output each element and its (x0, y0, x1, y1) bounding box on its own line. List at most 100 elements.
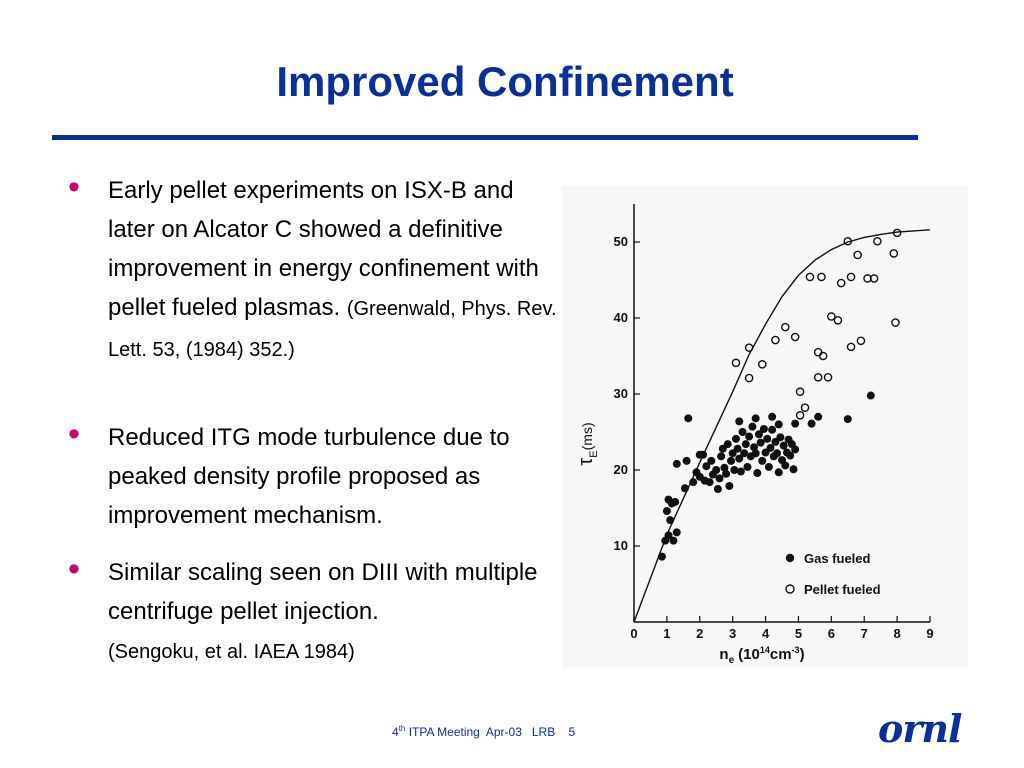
gas-fueled-point (705, 478, 714, 487)
gas-fueled-point (774, 468, 783, 477)
gas-fueled-point (725, 481, 734, 490)
pellet-fueled-point (818, 351, 828, 361)
footer-meeting-text: ITPA Meeting Apr-03 LRB 5 (405, 725, 576, 739)
gas-fueled-point (807, 419, 816, 428)
ornl-logo: ornl (878, 706, 962, 751)
x-tick-label: 1 (663, 626, 670, 641)
gas-fueled-point (671, 497, 680, 506)
pellet-fueled-point (795, 410, 805, 420)
gas-fueled-point (743, 462, 752, 471)
gas-fueled-point (730, 466, 739, 474)
gas-fueled-point (702, 462, 711, 471)
bullet-text: Similar scaling seen on DIII with multip… (108, 559, 538, 625)
gas-fueled-point (713, 485, 722, 493)
gas-fueled-point (786, 451, 795, 460)
bullet-item: • Reduced ITG mode turbulence due to pea… (68, 415, 558, 535)
y-tick-label: 40 (614, 310, 628, 325)
pellet-fueled-point (856, 336, 866, 346)
footer-meeting-number: 4 (392, 725, 399, 739)
pellet-fueled-point (744, 373, 754, 383)
pellet-fueled-point (790, 332, 800, 342)
pellet-fueled-point (817, 272, 826, 282)
pellet-fueled-point (833, 315, 843, 325)
gas-fueled-point (866, 391, 875, 400)
fit-curve (633, 229, 931, 623)
gas-fueled-point (764, 462, 773, 471)
pellet-fueled-point (892, 228, 902, 238)
x-tick-label: 8 (893, 626, 900, 641)
title-divider (52, 135, 918, 140)
gas-fueled-point (768, 412, 777, 421)
gas-fueled-point (727, 456, 736, 465)
pellet-fueled-point (823, 372, 833, 382)
gas-fueled-point (776, 433, 785, 442)
gas-fueled-point (781, 461, 790, 470)
bullet-reference: (Sengoku, et al. IAEA 1984) (108, 641, 355, 663)
gas-fueled-point (738, 428, 747, 436)
pellet-fueled-point (805, 272, 815, 282)
gas-fueled-point (720, 463, 729, 472)
pellet-fueled-point (843, 236, 853, 246)
gas-fueled-point (731, 434, 740, 443)
legend-marker-pellet (785, 584, 795, 594)
gas-fueled-point (664, 531, 673, 540)
gas-fueled-point (759, 424, 768, 433)
bullet-text: Early pellet experiments on ISX-B and la… (108, 177, 539, 321)
gas-fueled-point (791, 419, 800, 428)
gas-fueled-point (695, 450, 704, 459)
bullet-item: • Early pellet experiments on ISX-B and … (68, 168, 558, 370)
x-axis-label-subscript: e (729, 655, 735, 666)
x-tick-label: 2 (696, 626, 703, 641)
legend-label-pellet: Pellet fueled (804, 582, 881, 597)
gas-fueled-point (682, 456, 691, 465)
x-tick-label: 3 (729, 626, 736, 641)
gas-fueled-point (717, 452, 726, 461)
gas-fueled-point (707, 456, 716, 465)
gas-fueled-point (756, 438, 765, 447)
gas-fueled-point (662, 507, 671, 516)
gas-fueled-point (758, 456, 767, 465)
gas-fueled-point (740, 449, 749, 458)
gas-fueled-point (669, 536, 678, 545)
x-axis-label-unit: (10 (738, 646, 760, 663)
gas-fueled-point (843, 415, 852, 424)
gas-fueled-point (723, 440, 732, 449)
x-tick-label: 6 (828, 626, 835, 641)
scatter-chart: 0 1 2 3 4 5 6 7 8 9 10 20 30 40 50 τE(ms) ne (1014cm-3)… (575, 204, 934, 666)
gas-fueled-point (754, 430, 763, 439)
legend-marker-gas (785, 553, 795, 563)
x-tick-label: 7 (861, 626, 868, 641)
y-axis-label: τE(ms) (575, 422, 600, 465)
gas-fueled-point (657, 552, 666, 561)
gas-fueled-point (768, 425, 777, 434)
x-tick-label: 4 (762, 626, 770, 641)
gas-fueled-point (751, 449, 760, 458)
x-axis-label: ne (1014cm-3) (719, 645, 804, 666)
gas-fueled-point (750, 443, 759, 452)
bullet-text: Reduced ITG mode turbulence due to peake… (108, 424, 510, 529)
y-tick-label: 50 (614, 234, 628, 249)
y-tick-label: 30 (614, 386, 628, 401)
bullet-dot-icon: • (68, 168, 80, 206)
footer-text: 4th ITPA Meeting Apr-03 LRB 5 (392, 724, 575, 739)
pellet-fueled-point (891, 318, 900, 327)
gas-fueled-point (715, 474, 724, 483)
y-axis-label-unit: (ms) (579, 422, 595, 450)
gas-fueled-point (684, 414, 693, 423)
legend: Gas fueled Pellet fueled (785, 551, 881, 597)
gas-fueled-point (735, 454, 744, 463)
gas-fueled-point (712, 466, 721, 474)
svg-text:τE(ms): τE(ms) (575, 422, 600, 465)
pellet-fueled-point (846, 272, 856, 282)
gas-fueled-point (680, 484, 689, 493)
pellet-fueled-point (813, 347, 823, 357)
bullet-dot-icon: • (68, 550, 80, 588)
pellet-fueled-point (731, 358, 741, 368)
y-axis-label-symbol: τ (575, 458, 597, 466)
pellet-fueled-point (780, 322, 790, 332)
footer-superscript: th (398, 724, 406, 733)
y-tick-label: 10 (614, 538, 628, 553)
gas-fueled-point (672, 528, 681, 537)
gas-fueled-point (748, 422, 757, 431)
bullet-dot-icon: • (68, 415, 80, 453)
